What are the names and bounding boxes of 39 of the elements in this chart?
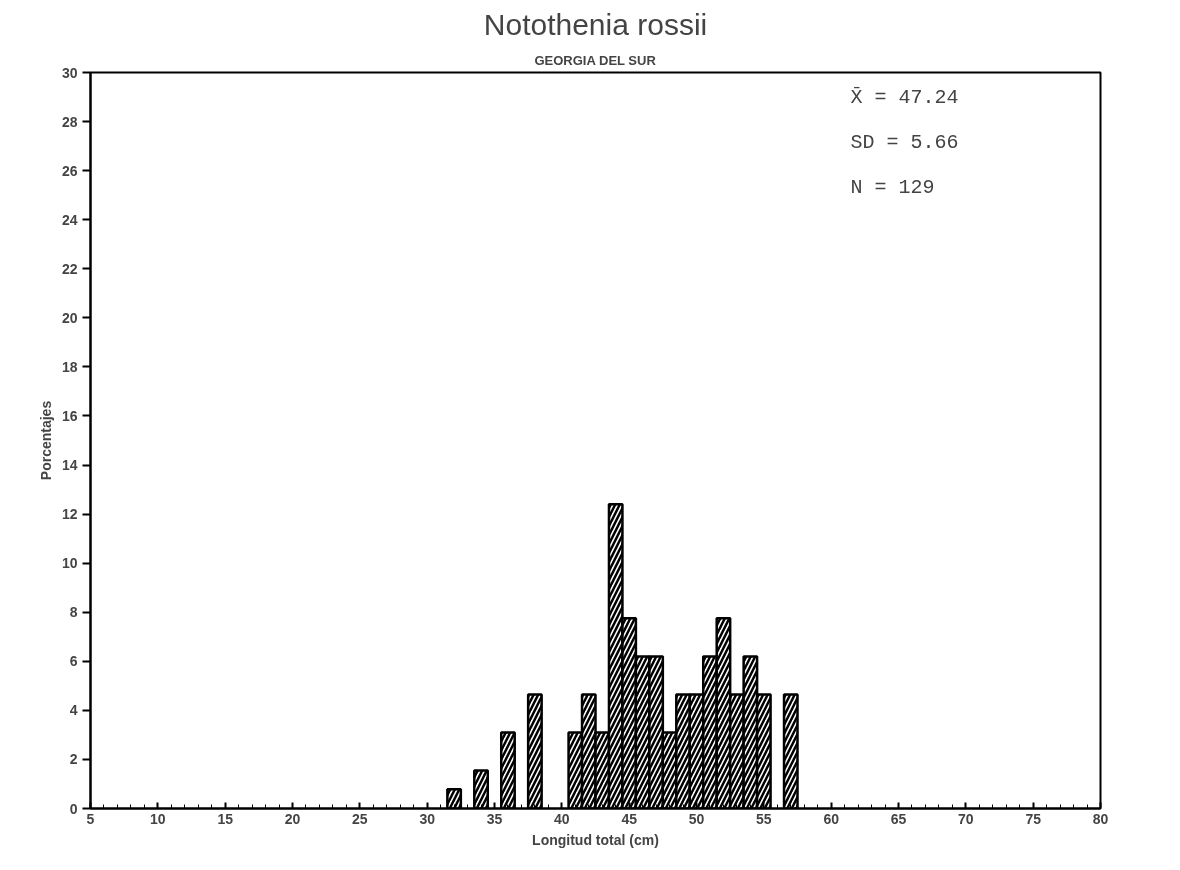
- x-tick-label: 20: [284, 810, 301, 827]
- chart-subtitle: GEORGIA DEL SUR: [534, 52, 657, 68]
- y-tick-label: 14: [61, 457, 78, 474]
- y-axis-title: Porcentajes: [37, 400, 54, 481]
- y-tick-label: 26: [61, 162, 78, 179]
- x-tick-label: 70: [958, 810, 974, 827]
- y-tick-label: 30: [61, 64, 78, 81]
- annotation: X̄ = 47.24: [850, 85, 959, 109]
- x-tick-label: 60: [823, 810, 840, 827]
- y-tick-label: 18: [61, 358, 78, 375]
- annotation: N = 129: [850, 175, 935, 199]
- x-tick-label: 50: [688, 810, 705, 827]
- y-tick-label: 6: [69, 653, 78, 670]
- x-tick-label: 45: [621, 810, 638, 827]
- x-tick-label: 10: [150, 810, 166, 827]
- x-tick-label: 80: [1092, 810, 1109, 827]
- chart-title: Notothenia rossii: [483, 7, 708, 41]
- x-tick-label: 15: [217, 810, 234, 827]
- y-tick-label: 28: [61, 113, 78, 130]
- y-tick-label: 10: [61, 555, 78, 572]
- y-tick-label: 2: [69, 751, 78, 768]
- x-tick-label: 25: [352, 810, 368, 827]
- y-tick-label: 16: [61, 407, 78, 424]
- y-tick-label: 4: [69, 702, 78, 719]
- x-tick-label: 55: [756, 810, 772, 827]
- x-tick-label: 35: [486, 810, 503, 827]
- y-tick-label: 0: [69, 800, 78, 817]
- y-tick-label: 12: [61, 506, 78, 523]
- x-tick-label: 40: [554, 810, 570, 827]
- y-tick-label: 20: [61, 309, 78, 326]
- annotation: SD = 5.66: [850, 130, 959, 154]
- y-tick-label: 22: [61, 260, 78, 277]
- y-tick-label: 8: [69, 604, 78, 621]
- x-tick-label: 30: [419, 810, 436, 827]
- y-tick-label: 24: [61, 211, 78, 228]
- x-tick-label: 65: [890, 810, 907, 827]
- x-axis-title: Longitud total (cm): [532, 831, 659, 848]
- x-tick-label: 5: [86, 810, 95, 827]
- x-tick-label: 75: [1025, 810, 1042, 827]
